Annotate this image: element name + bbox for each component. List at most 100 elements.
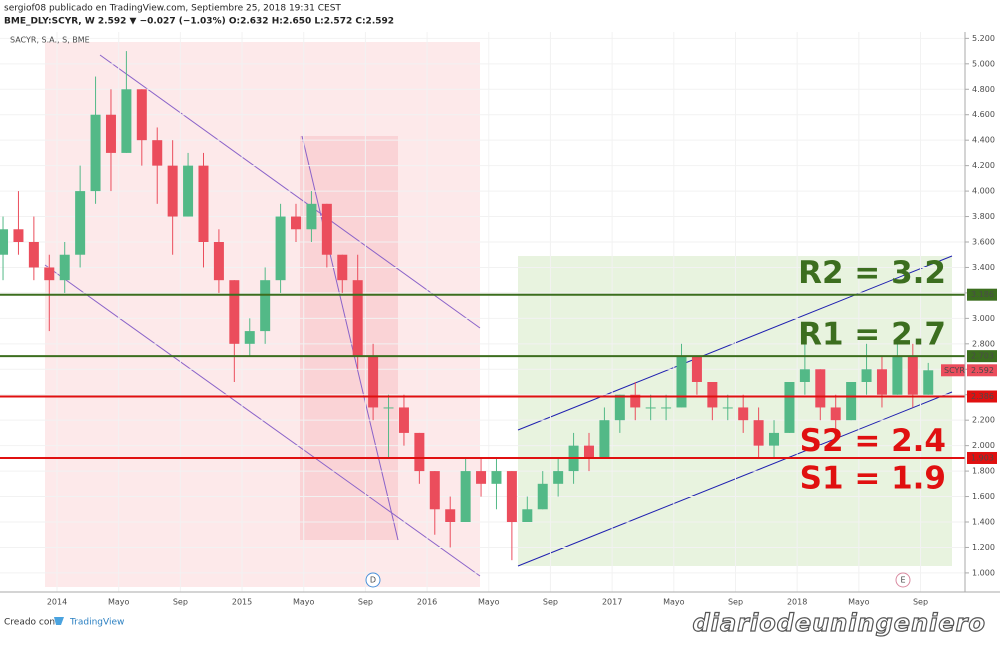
candle-body <box>830 407 841 421</box>
candle-body <box>599 420 610 459</box>
candle-body <box>738 407 749 421</box>
candle-body <box>352 280 363 357</box>
candle-body <box>522 509 533 522</box>
candle-body <box>707 382 718 408</box>
candle-body <box>244 331 255 344</box>
candle-body <box>213 242 224 281</box>
candle-body <box>769 432 780 446</box>
candle-body <box>28 242 39 268</box>
level-label: R2 = 3.2 <box>798 255 946 291</box>
level-tag <box>967 288 997 301</box>
x-tick-label: 2017 <box>602 598 622 607</box>
level-tag-label: 1.903 <box>971 453 994 462</box>
y-tick-label: 3.600 <box>972 238 995 247</box>
candle-body <box>676 356 687 408</box>
watermark: diariodeuningeniero <box>693 609 986 637</box>
y-tick-label: 3.400 <box>972 263 995 272</box>
candle-body <box>229 280 240 344</box>
y-tick-label: 1.600 <box>972 492 995 501</box>
footer-brand: TradingView <box>69 618 124 628</box>
x-tick-label: 2014 <box>47 598 67 607</box>
level-tag <box>967 390 997 403</box>
x-tick-label: 2016 <box>417 598 437 607</box>
chart-title: SACYR, S.A., S, BME <box>10 36 90 45</box>
candle-body <box>537 483 548 510</box>
x-tick-label: Sep <box>358 598 373 607</box>
header-author: sergiof08 publicado en TradingView.com, … <box>4 4 341 14</box>
footer-created: Creado con <box>4 618 55 628</box>
y-tick-label: 5.000 <box>972 59 995 68</box>
level-tag-label: 2.386 <box>971 392 994 401</box>
candle-body <box>75 191 86 255</box>
candle-body <box>13 229 24 242</box>
candle-body <box>614 394 625 421</box>
level-tag-label: 2.703 <box>971 352 994 361</box>
y-tick-label: 4.600 <box>972 110 995 119</box>
candle-body <box>892 356 903 395</box>
level-label: R1 = 2.7 <box>798 317 946 353</box>
y-tick-label: 1.000 <box>972 568 995 577</box>
last-price-tag <box>967 364 997 377</box>
y-tick-label: 2.800 <box>972 339 995 348</box>
candle-body <box>506 471 517 522</box>
candle-body <box>722 407 733 409</box>
x-tick-label: Sep <box>728 598 743 607</box>
x-tick-label: Mayo <box>848 598 870 607</box>
candle-body <box>630 394 641 408</box>
candle-body <box>291 216 302 230</box>
candle-body <box>553 471 564 484</box>
y-tick-label: 1.800 <box>972 467 995 476</box>
candle-body <box>136 89 147 141</box>
x-tick-label: Sep <box>543 598 558 607</box>
trend-line <box>301 135 399 541</box>
x-tick-label: Mayo <box>663 598 685 607</box>
y-tick-label: 2.000 <box>972 441 995 450</box>
y-tick-label: 3.800 <box>972 212 995 221</box>
y-tick-label: 4.200 <box>972 161 995 170</box>
level-tag-label: 3.186 <box>971 290 994 299</box>
x-tick-label: Mayo <box>293 598 315 607</box>
candle-body <box>846 382 857 421</box>
y-tick-label: 5.200 <box>972 34 995 43</box>
candle-body <box>321 203 332 255</box>
candle-body <box>799 369 810 382</box>
candle-body <box>337 254 348 281</box>
event-marker <box>895 572 911 588</box>
candle-body <box>460 471 471 522</box>
candle-body <box>861 369 872 382</box>
y-tick-label: 4.800 <box>972 85 995 94</box>
brand-logo <box>54 617 64 625</box>
candle-body <box>445 509 456 522</box>
y-tick-label: 4.000 <box>972 187 995 196</box>
candle-body <box>368 356 379 408</box>
candle-body <box>691 356 702 382</box>
candle-body <box>815 369 826 408</box>
candle-body <box>923 370 934 395</box>
candle-body <box>661 407 672 409</box>
y-tick-label: 1.400 <box>972 518 995 527</box>
level-label: S1 = 1.9 <box>800 460 946 496</box>
x-tick-label: Sep <box>173 598 188 607</box>
x-tick-label: Sep <box>913 598 928 607</box>
event-label: E <box>900 576 905 585</box>
x-tick-label: 2015 <box>232 598 252 607</box>
candle-body <box>90 114 101 192</box>
candle-body <box>645 407 656 409</box>
y-tick-label: 1.200 <box>972 543 995 552</box>
level-label: S2 = 2.4 <box>800 423 946 459</box>
candle-body <box>753 420 764 446</box>
candle-body <box>476 471 487 484</box>
candle-body <box>306 203 317 230</box>
header-ticker: BME_DLY:SCYR, W 2.592 ▼ −0.027 (−1.03%) … <box>4 17 394 27</box>
event-marker <box>365 572 381 588</box>
y-tick-label: 4.400 <box>972 136 995 145</box>
level-tag <box>967 350 997 363</box>
candle-body <box>121 89 132 153</box>
last-price-symbol-tag <box>941 364 965 377</box>
candle-body <box>398 407 409 433</box>
x-tick-label: Mayo <box>108 598 130 607</box>
x-tick-label: 2018 <box>787 598 807 607</box>
x-tick-label: Mayo <box>478 598 500 607</box>
candle-body <box>907 356 918 395</box>
